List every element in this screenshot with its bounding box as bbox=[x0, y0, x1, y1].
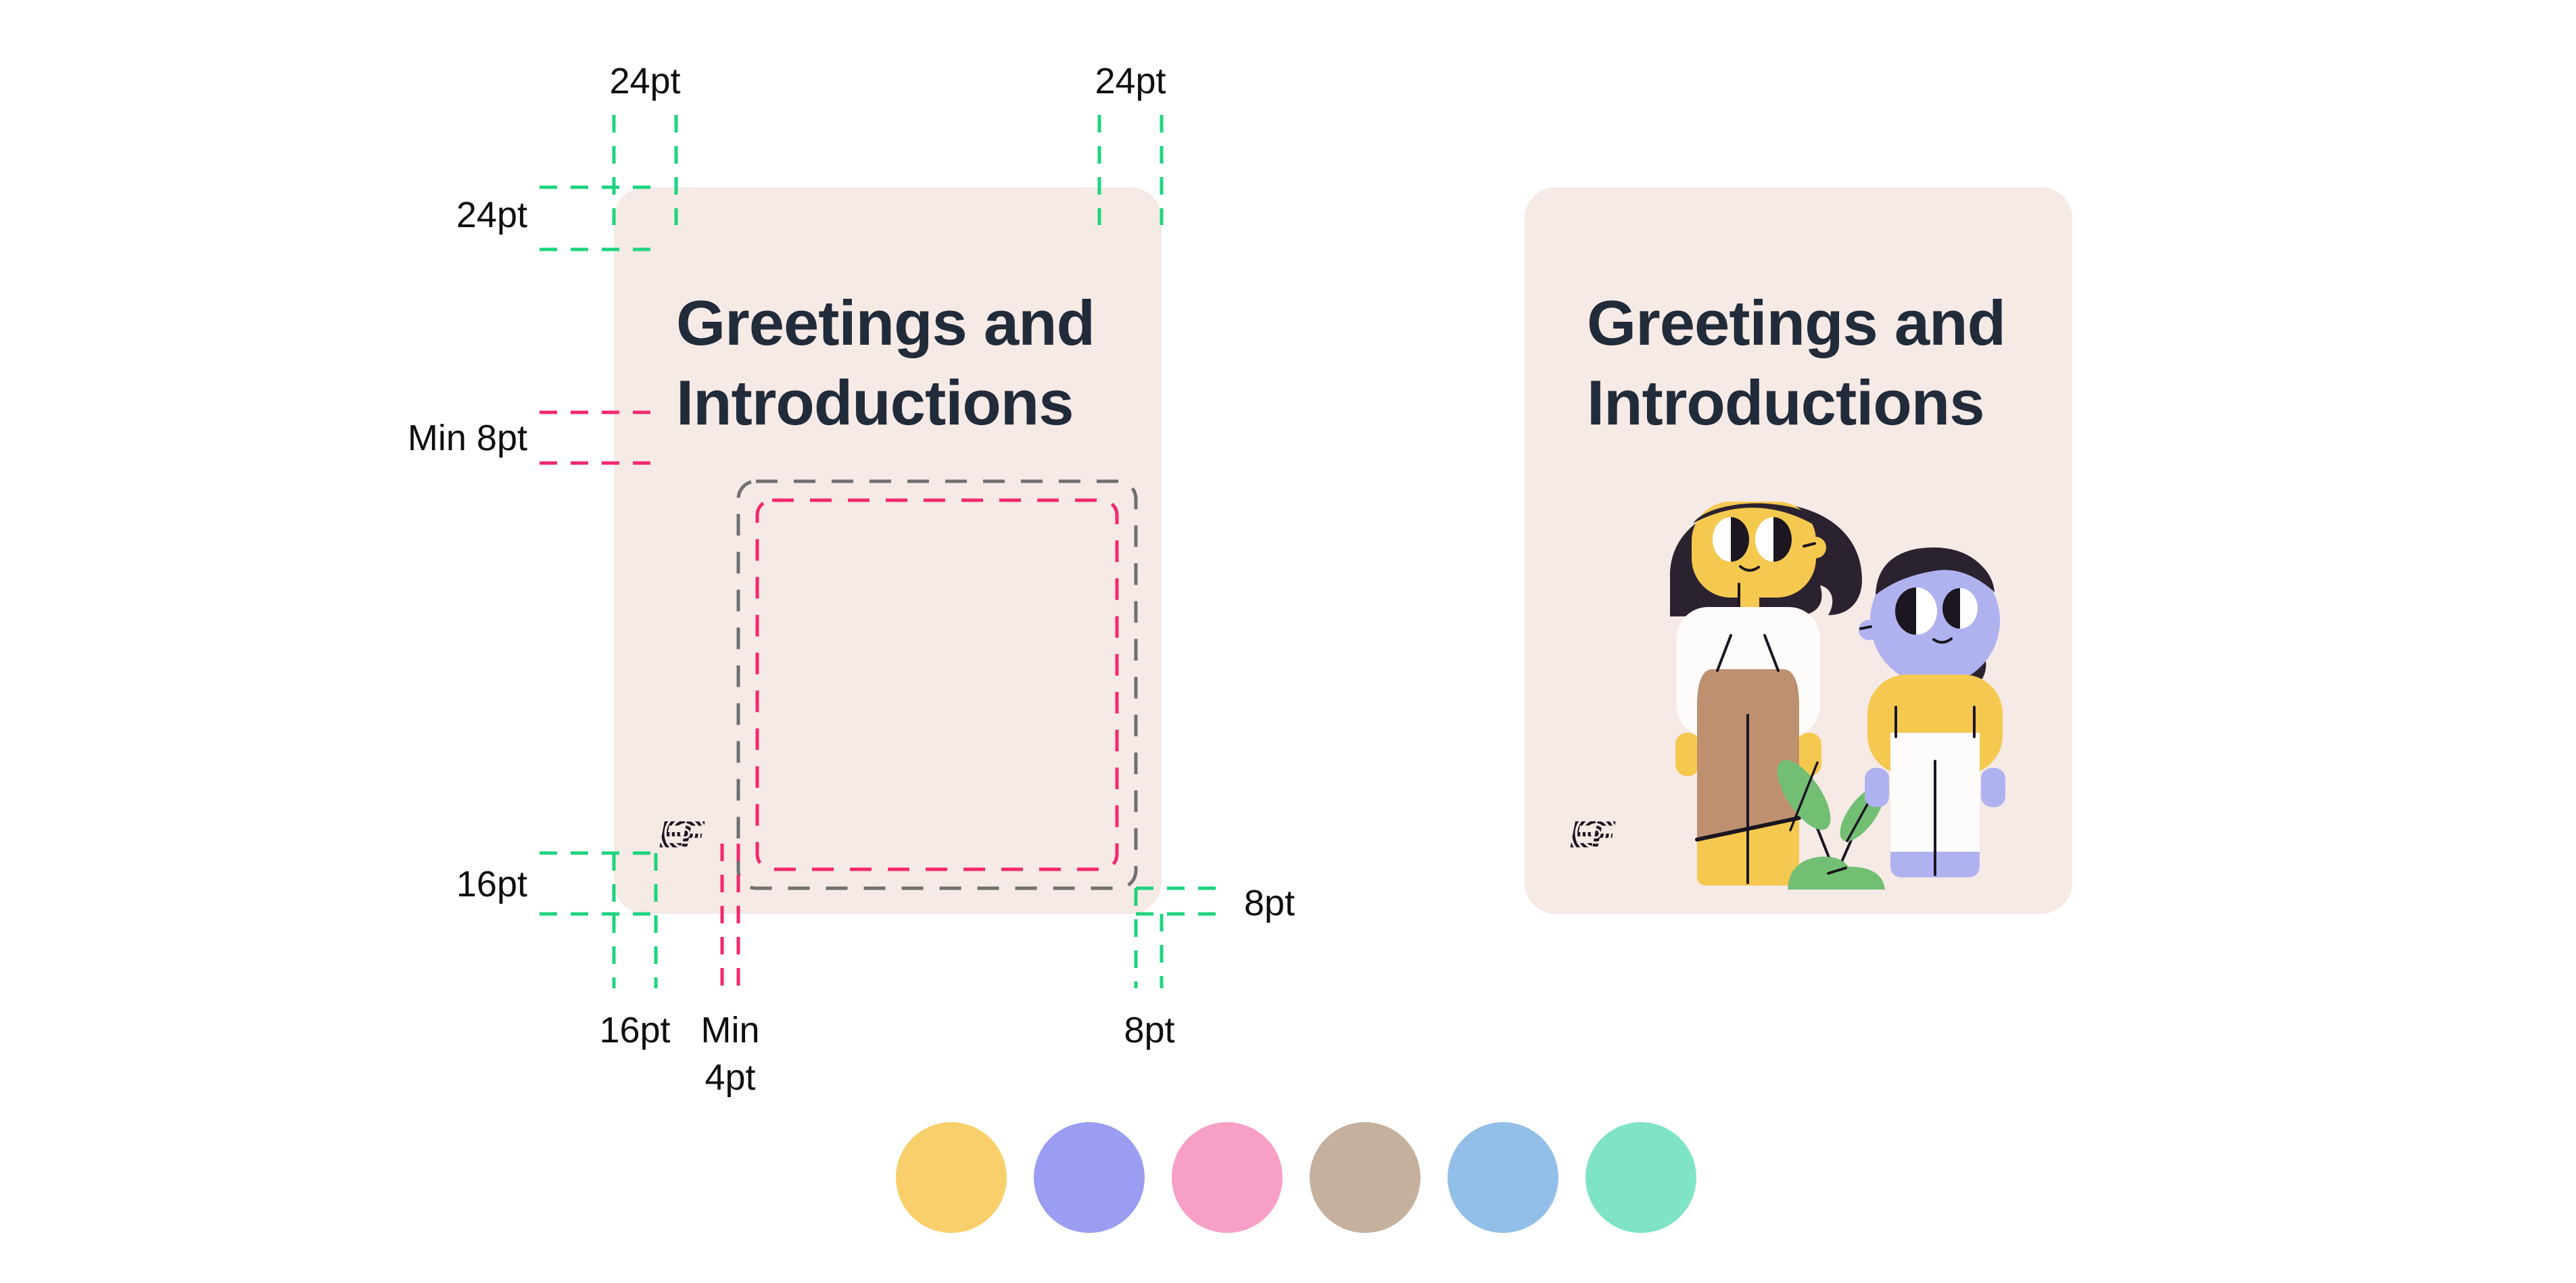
boy-ear-line bbox=[1859, 625, 1872, 630]
label-8pt-bottom: 8pt bbox=[1124, 1010, 1175, 1050]
swatch-blue bbox=[1448, 1122, 1558, 1233]
card-spec-example: Greetings and Introductions EF bbox=[614, 187, 1162, 914]
label-24pt-top-right: 24pt bbox=[1095, 61, 1166, 101]
label-4pt-value: 4pt bbox=[705, 1057, 756, 1098]
plant-mound bbox=[1788, 856, 1885, 890]
woman-suspender-left bbox=[1716, 634, 1732, 672]
woman-suspender-right bbox=[1763, 634, 1780, 672]
people-illustration bbox=[1670, 502, 2005, 890]
boy-pupil-left bbox=[1895, 587, 1916, 635]
boy-hand-left bbox=[1865, 768, 1889, 807]
label-16pt-bottom: 16pt bbox=[599, 1010, 671, 1050]
swatch-mint bbox=[1585, 1122, 1696, 1233]
label-min-word: Min bbox=[700, 1010, 760, 1050]
woman-pupil-right bbox=[1773, 517, 1792, 562]
label-16pt-side: 16pt bbox=[456, 864, 527, 904]
label-24pt-side: 24pt bbox=[456, 195, 527, 235]
woman-hand-left bbox=[1675, 733, 1700, 776]
card-title-line1: Greetings and bbox=[1587, 287, 2006, 359]
woman-fringe bbox=[1693, 503, 1816, 526]
boy-hand-right bbox=[1981, 768, 2005, 807]
card-title: Greetings and Introductions bbox=[1587, 283, 2006, 443]
label-min-8pt: Min 8pt bbox=[407, 418, 527, 458]
label-24pt-top-left: 24pt bbox=[609, 61, 681, 101]
illustration-boy bbox=[1859, 547, 2005, 877]
illustration-woman bbox=[1670, 502, 1862, 886]
swatch-pink bbox=[1172, 1122, 1283, 1233]
ef-logo-icon: EF bbox=[1569, 814, 1617, 853]
card-title-line2: Introductions bbox=[676, 367, 1074, 439]
swatch-periwinkle bbox=[1034, 1122, 1145, 1233]
woman-pupil-left bbox=[1731, 517, 1749, 562]
card-title: Greetings and Introductions bbox=[676, 283, 1095, 443]
boy-hair-cap bbox=[1876, 547, 1995, 595]
card-title-line1: Greetings and bbox=[676, 287, 1095, 359]
boy-smile bbox=[1932, 637, 1953, 644]
swatch-yellow bbox=[896, 1122, 1007, 1233]
boy-pupil-right bbox=[1942, 588, 1960, 629]
color-palette bbox=[896, 1122, 1696, 1233]
plant-rib-left bbox=[1789, 761, 1819, 831]
woman-ear-line bbox=[1803, 542, 1816, 548]
ef-logo-icon: EF bbox=[659, 814, 706, 853]
card-final-example: Greetings and Introductions bbox=[1525, 187, 2072, 914]
label-8pt-right: 8pt bbox=[1244, 883, 1295, 923]
card-title-line2: Introductions bbox=[1587, 367, 1984, 439]
illustration-plant bbox=[1777, 760, 1885, 890]
plant-mound-line bbox=[1827, 867, 1847, 875]
woman-smile bbox=[1739, 565, 1760, 572]
swatch-tan bbox=[1310, 1122, 1421, 1233]
